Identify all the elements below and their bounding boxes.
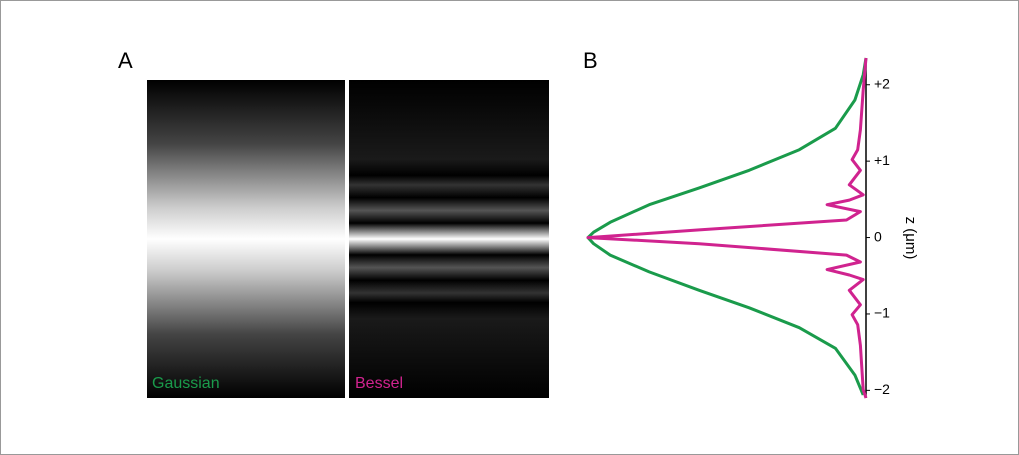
y-axis-label: z (μm) — [902, 217, 919, 260]
series-line — [588, 58, 866, 398]
y-tick-label: −1 — [874, 305, 890, 321]
y-tick-label: 0 — [874, 228, 882, 244]
panel-label: B — [583, 48, 598, 73]
y-tick-label: +2 — [874, 75, 890, 91]
bessel-image — [349, 80, 549, 398]
panel-label: A — [118, 48, 133, 73]
series-line — [588, 58, 866, 395]
gaussian-image — [147, 80, 345, 398]
image-label: Bessel — [355, 375, 403, 392]
image-label: Gaussian — [152, 375, 220, 392]
y-tick-label: −2 — [874, 381, 890, 397]
figure: A Gaussian Bessel B z (μm) +2 +1 0 −1 −2 — [0, 0, 1019, 455]
y-tick-label: +1 — [874, 152, 890, 168]
